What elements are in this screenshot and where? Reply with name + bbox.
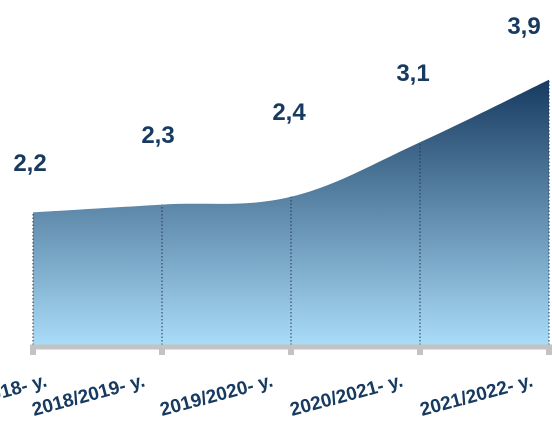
x-tick-label: 2019/2020- y.: [158, 371, 275, 421]
x-tick-label: 2020/2021- y.: [288, 371, 405, 421]
x-tick-label: 2018/2019- y.: [30, 371, 147, 421]
data-label: 3,9: [507, 13, 540, 40]
area-layer: [33, 79, 549, 346]
data-label: 2,2: [13, 150, 46, 177]
data-labels: 2,2 2,3 2,4 3,1 3,9: [13, 13, 540, 177]
data-label: 2,3: [141, 122, 174, 149]
data-label: 3,1: [396, 60, 429, 87]
x-axis: [30, 344, 552, 355]
x-tick-labels: 2017/2018- y.2018/2019- y. 2019/2020- y. 2…: [0, 371, 535, 421]
x-axis-tick-1: [30, 347, 36, 355]
data-label: 2,4: [272, 99, 306, 126]
x-axis-tick-4: [417, 347, 423, 355]
x-axis-tick-3: [288, 347, 294, 355]
x-axis-tick-5: [546, 347, 552, 355]
x-tick-label: 2021/2022- y.: [418, 371, 535, 421]
guide-lines: [32, 79, 550, 345]
x-axis-tick-2: [159, 347, 165, 355]
area-fill: [33, 79, 549, 346]
